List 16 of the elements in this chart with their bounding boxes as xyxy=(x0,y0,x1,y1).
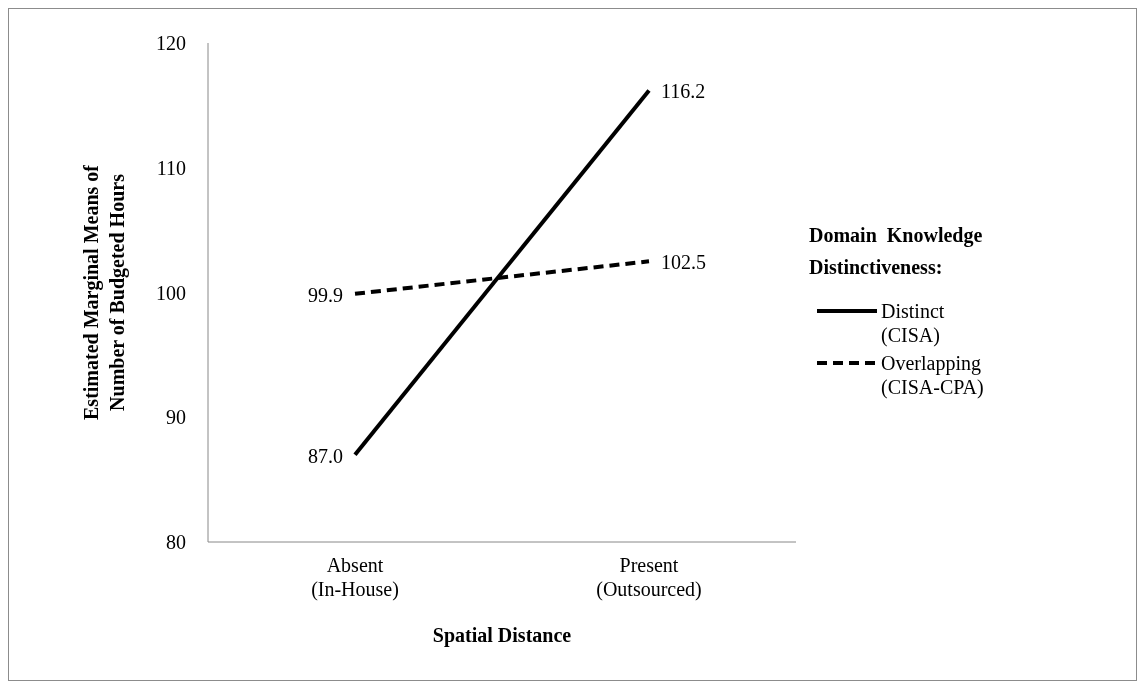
y-axis-title: Estimated Marginal Means of Number of Budgeted Hours xyxy=(80,164,129,420)
x-axis-title: Spatial Distance xyxy=(432,624,572,647)
legend-label: Distinct (CISA) xyxy=(881,299,945,347)
x-tick-label: Present (Outsourced) xyxy=(596,554,702,601)
y-tick-label: 110 xyxy=(156,156,186,179)
legend-label: Overlapping (CISA-CPA) xyxy=(881,351,984,399)
y-tick-label: 100 xyxy=(156,281,186,304)
data-label: 116.2 xyxy=(661,80,706,103)
data-label: 87.0 xyxy=(308,444,343,467)
legend-title: Domain Knowledge Distinctiveness: xyxy=(809,223,984,280)
y-tick-label: 90 xyxy=(166,406,186,429)
data-label: 102.5 xyxy=(661,251,706,274)
x-tick-label: Absent (In-House) xyxy=(311,554,399,601)
y-tick-label: 120 xyxy=(156,32,186,54)
data-label: 99.9 xyxy=(308,283,343,306)
y-tick-label: 80 xyxy=(166,531,186,553)
